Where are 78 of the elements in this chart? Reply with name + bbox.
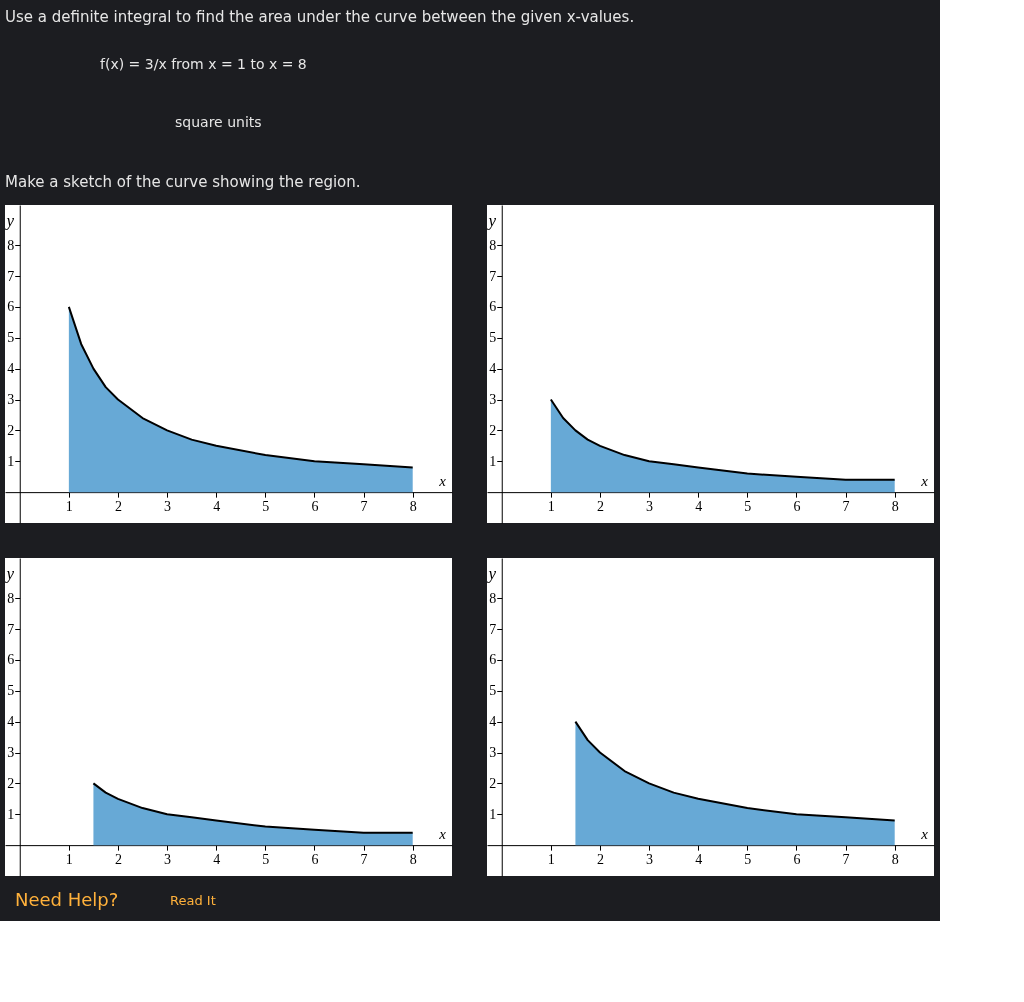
y-tick-label: 2 [7,422,15,438]
y-tick-label: 8 [489,237,497,253]
text: Make a sketch of the curve showing the region. [5,173,361,191]
x-tick-label: 8 [409,498,417,514]
y-tick-label: 6 [489,299,497,315]
x-tick-label: 2 [114,498,122,514]
x-tick-label: 5 [744,498,752,514]
x-tick-label: 1 [65,851,73,867]
y-tick-label: 7 [7,621,15,637]
y-tick-label: 8 [489,590,497,606]
text: Need Help? [15,889,119,910]
text: square units [175,114,262,130]
y-tick-label: 1 [7,806,15,822]
x-tick-label: 4 [695,851,703,867]
x-tick-label: 3 [646,851,654,867]
y-tick-label: 2 [489,422,497,438]
y-tick-label: 3 [7,745,15,760]
x-tick-label: 8 [409,851,417,867]
x-tick-label: 7 [842,851,850,867]
x-tick-label: 1 [65,498,73,514]
y-axis-title: y [486,210,497,230]
y-tick-label: 3 [489,392,497,407]
x-tick-label: 4 [213,851,221,867]
x-tick-label: 1 [547,498,555,514]
y-tick-label: 5 [7,330,15,346]
x-tick-label: 6 [793,498,801,514]
y-axis-title: y [4,210,15,230]
x-tick-label: 5 [262,851,270,867]
y-tick-label: 8 [7,590,15,606]
x-tick-label: 4 [695,498,703,514]
y-tick-label: 1 [489,806,497,822]
x-tick-label: 6 [311,498,319,514]
x-tick-label: 7 [360,498,368,514]
x-tick-label: 6 [793,851,801,867]
y-tick-label: 3 [489,745,497,760]
y-tick-label: 4 [7,714,15,730]
y-tick-label: 3 [7,392,15,407]
y-tick-label: 2 [489,775,497,791]
y-tick-label: 7 [489,268,497,284]
y-tick-label: 2 [7,775,15,791]
x-tick-label: 4 [213,498,221,514]
y-axis-title: y [486,563,497,583]
x-tick-label: 3 [164,498,172,514]
x-axis-title: x [920,472,929,489]
x-tick-label: 1 [547,851,555,867]
x-tick-label: 7 [360,851,368,867]
y-tick-label: 6 [7,299,15,315]
y-tick-label: 4 [7,361,15,377]
x-tick-label: 6 [311,851,319,867]
y-tick-label: 7 [7,268,15,284]
y-tick-label: 8 [7,237,15,253]
x-tick-label: 3 [646,498,654,514]
y-tick-label: 6 [7,652,15,668]
x-tick-label: 2 [596,498,604,514]
text: Read It [170,893,216,908]
y-tick-label: 1 [7,453,15,469]
y-tick-label: 1 [489,453,497,469]
text: Use a definite integral to find the area under the curve between the given x-values. [5,8,635,26]
y-tick-label: 5 [489,683,497,699]
x-tick-label: 2 [114,851,122,867]
x-tick-label: 2 [596,851,604,867]
x-tick-label: 7 [842,498,850,514]
x-axis-title: x [920,825,929,842]
x-axis-title: x [438,825,447,842]
y-tick-label: 6 [489,652,497,668]
text: f(x) = 3/x from x = 1 to x = 8 [100,56,307,72]
x-axis-title: x [438,472,447,489]
x-tick-label: 8 [891,498,899,514]
x-tick-label: 3 [164,851,172,867]
y-tick-label: 7 [489,621,497,637]
y-axis-title: y [4,563,15,583]
x-tick-label: 8 [891,851,899,867]
x-tick-label: 5 [744,851,752,867]
y-tick-label: 4 [489,361,497,377]
x-tick-label: 5 [262,498,270,514]
y-tick-label: 5 [7,683,15,699]
y-tick-label: 4 [489,714,497,730]
y-tick-label: 5 [489,330,497,346]
